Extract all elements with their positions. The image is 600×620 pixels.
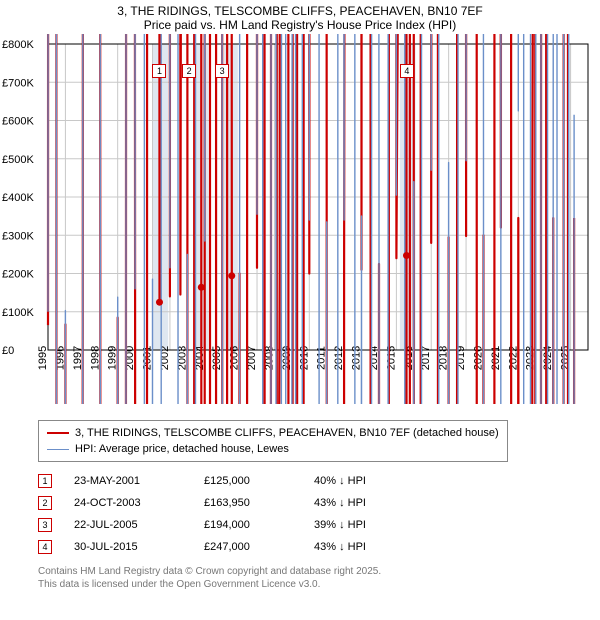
- sale-marker-1: 1: [38, 474, 52, 488]
- sale-price: £194,000: [204, 519, 314, 531]
- svg-text:£600K: £600K: [2, 116, 34, 128]
- footer-line-1: Contains HM Land Registry data © Crown c…: [38, 566, 381, 579]
- svg-text:2015: 2015: [385, 346, 397, 370]
- legend-label-property: 3, THE RIDINGS, TELSCOMBE CLIFFS, PEACEH…: [75, 427, 499, 439]
- legend-swatch-red: [47, 432, 69, 434]
- svg-text:2025: 2025: [560, 346, 572, 370]
- sale-hpi: 43% ↓ HPI: [314, 497, 424, 509]
- chart-sale-marker-3: 3: [215, 64, 229, 78]
- sale-date: 24-OCT-2003: [74, 497, 204, 509]
- chart-area: £0 £100K £200K £300K £400K £500K £600K £700K £80…: [0, 34, 600, 404]
- svg-text:£700K: £700K: [2, 77, 34, 89]
- svg-text:£0: £0: [2, 345, 14, 357]
- svg-text:£200K: £200K: [2, 269, 34, 281]
- chart-sale-marker-2: 2: [182, 64, 196, 78]
- legend-swatch-blue: [47, 449, 69, 450]
- legend-item-hpi: HPI: Average price, detached house, Lewe…: [47, 441, 499, 457]
- title-line-1: 3, THE RIDINGS, TELSCOMBE CLIFFS, PEACEH…: [0, 4, 600, 18]
- svg-text:£300K: £300K: [2, 230, 34, 242]
- svg-text:2009: 2009: [281, 346, 293, 370]
- svg-text:£800K: £800K: [2, 39, 34, 51]
- sale-date: 30-JUL-2015: [74, 541, 204, 553]
- chart-sale-marker-4: 4: [400, 64, 414, 78]
- svg-text:£400K: £400K: [2, 192, 34, 204]
- sale-marker-3: 3: [38, 518, 52, 532]
- sale-price: £125,000: [204, 475, 314, 487]
- chart-sale-marker-1: 1: [152, 64, 166, 78]
- sale-date: 22-JUL-2005: [74, 519, 204, 531]
- legend: 3, THE RIDINGS, TELSCOMBE CLIFFS, PEACEH…: [38, 420, 508, 462]
- sale-price: £247,000: [204, 541, 314, 553]
- sale-hpi: 43% ↓ HPI: [314, 541, 424, 553]
- sale-marker-2: 2: [38, 496, 52, 510]
- table-row: 1 23-MAY-2001 £125,000 40% ↓ HPI: [38, 470, 424, 492]
- sale-price: £163,950: [204, 497, 314, 509]
- sale-date: 23-MAY-2001: [74, 475, 204, 487]
- sale-hpi: 39% ↓ HPI: [314, 519, 424, 531]
- svg-text:2021: 2021: [490, 346, 502, 370]
- legend-label-hpi: HPI: Average price, detached house, Lewe…: [75, 443, 289, 455]
- svg-text:£100K: £100K: [2, 307, 34, 319]
- svg-text:1995: 1995: [37, 346, 49, 370]
- sale-marker-4: 4: [38, 540, 52, 554]
- footer-line-2: This data is licensed under the Open Gov…: [38, 579, 381, 592]
- line-chart: £0 £100K £200K £300K £400K £500K £600K £700K £80…: [0, 34, 600, 404]
- chart-title: 3, THE RIDINGS, TELSCOMBE CLIFFS, PEACEH…: [0, 0, 600, 34]
- sales-table: 1 23-MAY-2001 £125,000 40% ↓ HPI 2 24-OC…: [38, 470, 424, 558]
- svg-text:£500K: £500K: [2, 154, 34, 166]
- footer-attribution: Contains HM Land Registry data © Crown c…: [38, 566, 381, 591]
- title-line-2: Price paid vs. HM Land Registry's House …: [0, 18, 600, 32]
- table-row: 4 30-JUL-2015 £247,000 43% ↓ HPI: [38, 536, 424, 558]
- table-row: 2 24-OCT-2003 £163,950 43% ↓ HPI: [38, 492, 424, 514]
- table-row: 3 22-JUL-2005 £194,000 39% ↓ HPI: [38, 514, 424, 536]
- sale-hpi: 40% ↓ HPI: [314, 475, 424, 487]
- legend-item-property: 3, THE RIDINGS, TELSCOMBE CLIFFS, PEACEH…: [47, 425, 499, 441]
